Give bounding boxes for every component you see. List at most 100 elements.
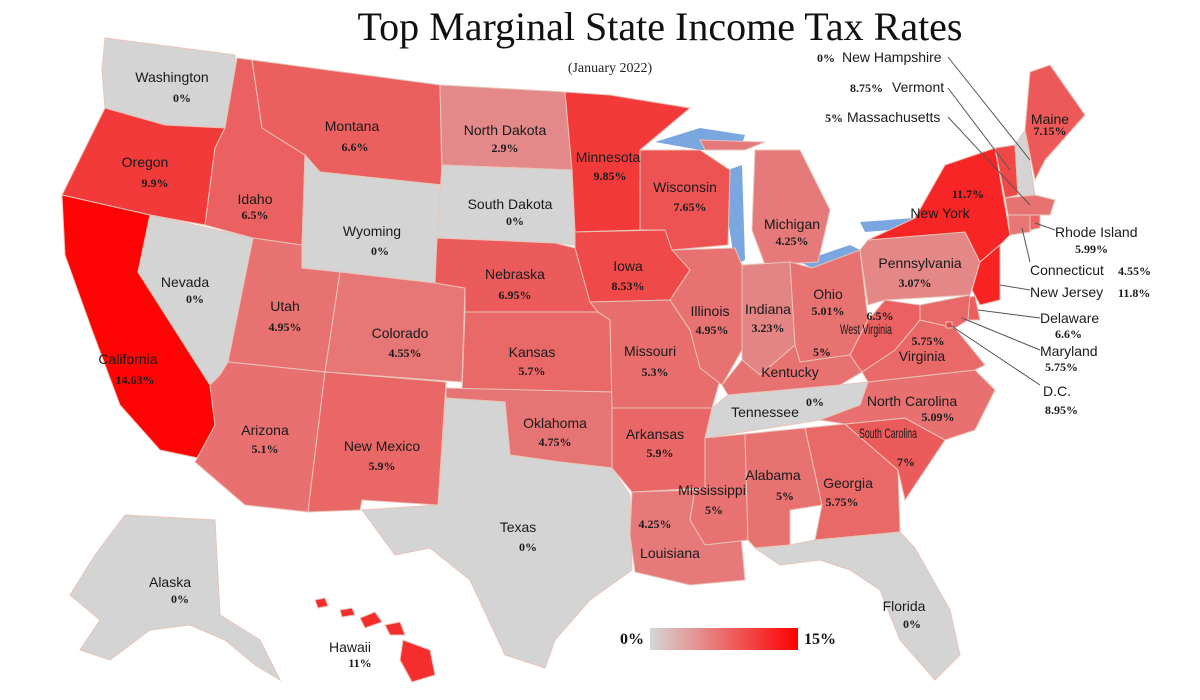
state-alaska[interactable]: [69, 514, 282, 682]
lake-michigan: [728, 165, 745, 265]
label-connecticut-rate: 4.55%: [1118, 264, 1151, 278]
label-colorado-rate: 4.55%: [389, 346, 422, 360]
label-massachusetts-name: Massachusetts: [847, 109, 940, 125]
label-montana-rate: 6.6%: [342, 140, 369, 154]
label-south-carolina-name-line1: South Carolina: [859, 425, 917, 441]
map-title: Top Marginal State Income Tax Rates: [358, 4, 963, 49]
state-maine[interactable]: [1024, 64, 1086, 182]
label-michigan-name: Michigan: [764, 216, 820, 232]
state-colorado[interactable]: [324, 271, 466, 383]
label-california-rate: 14.63%: [116, 373, 155, 387]
label-nevada-rate: 0%: [186, 292, 204, 306]
state-dc[interactable]: [945, 321, 953, 329]
label-wyoming-name: Wyoming: [343, 223, 401, 239]
label-iowa-rate: 8.53%: [612, 279, 645, 293]
color-legend: 0% 15%: [620, 628, 836, 650]
label-montana-name: Montana: [325, 118, 380, 134]
leader-vermont: [947, 87, 1011, 171]
leader-maryland: [961, 317, 1041, 351]
label-delaware-rate: 6.6%: [1055, 327, 1082, 341]
leader-new-jersey: [999, 284, 1031, 291]
label-dc-rate: 8.95%: [1045, 403, 1078, 417]
state-new-jersey[interactable]: [971, 243, 1001, 306]
label-florida-name: Florida: [883, 598, 926, 614]
label-louisiana-name: Louisiana: [640, 545, 700, 561]
label-utah-rate: 4.95%: [269, 320, 302, 334]
label-maine-name: Maine: [1031, 111, 1069, 127]
label-tennessee-name: Tennessee: [731, 404, 799, 420]
state-new-mexico[interactable]: [307, 371, 447, 513]
label-utah-name: Utah: [270, 298, 300, 314]
state-florida[interactable]: [753, 531, 961, 681]
label-connecticut-name: Connecticut: [1030, 262, 1104, 278]
label-new-mexico-name: New Mexico: [344, 438, 420, 454]
label-ohio-rate: 5.01%: [812, 304, 845, 318]
label-kansas-rate: 5.7%: [519, 364, 546, 378]
label-minnesota-name: Minnesota: [576, 149, 641, 165]
state-michigan[interactable]: [699, 139, 831, 266]
legend-min-label: 0%: [620, 631, 644, 648]
state-texas[interactable]: [361, 397, 633, 669]
state-south-dakota[interactable]: [436, 164, 576, 246]
state-hawaii[interactable]: [314, 597, 436, 683]
label-dc-name: D.C.: [1043, 383, 1071, 399]
label-idaho-rate: 6.5%: [242, 208, 269, 222]
label-north-carolina-rate: 5.09%: [922, 410, 955, 424]
label-new-jersey-rate: 11.8%: [1118, 286, 1150, 300]
label-alaska-name: Alaska: [149, 574, 191, 590]
label-wisconsin-name: Wisconsin: [653, 179, 717, 195]
state-wisconsin[interactable]: [639, 149, 731, 251]
label-oregon-rate: 9.9%: [142, 176, 169, 190]
label-missouri-name: Missouri: [624, 343, 676, 359]
label-tennessee-rate: 0%: [806, 395, 824, 409]
label-alaska-rate: 0%: [171, 592, 189, 606]
label-alabama-name: Alabama: [745, 467, 800, 483]
label-texas-rate: 0%: [519, 540, 537, 554]
label-washington-rate: 0%: [173, 91, 191, 105]
label-massachusetts-rate: 5%: [825, 111, 843, 125]
label-mississippi-rate: 5%: [705, 503, 723, 517]
label-michigan-rate: 4.25%: [776, 234, 809, 248]
label-nebraska-name: Nebraska: [485, 266, 545, 282]
label-arizona-name: Arizona: [241, 422, 289, 438]
label-new-york-name: New York: [910, 205, 970, 221]
state-connecticut[interactable]: [1007, 214, 1031, 236]
label-new-hampshire-name: New Hampshire: [842, 49, 942, 65]
label-oklahoma-rate: 4.75%: [539, 435, 572, 449]
label-florida-rate: 0%: [903, 617, 921, 631]
leader-massachusetts: [947, 116, 1031, 206]
leader-dc: [949, 324, 1041, 386]
leader-connecticut: [1021, 227, 1031, 263]
label-minnesota-rate: 9.85%: [594, 169, 627, 183]
state-illinois[interactable]: [669, 247, 743, 386]
label-illinois-rate: 4.95%: [696, 323, 729, 337]
label-georgia-name: Georgia: [823, 475, 873, 491]
label-south-dakota-name: South Dakota: [468, 196, 553, 212]
label-hawaii-rate: 11%: [348, 656, 371, 670]
label-new-hampshire-rate: 0%: [817, 51, 835, 65]
label-kansas-name: Kansas: [509, 344, 556, 360]
legend-gradient-bar: [650, 628, 798, 650]
label-new-mexico-rate: 5.9%: [369, 459, 396, 473]
label-vermont-name: Vermont: [892, 79, 944, 95]
label-west-virginia-rate: 6.5%: [867, 309, 894, 323]
label-maryland-rate: 5.75%: [1045, 360, 1078, 374]
label-illinois-name: Illinois: [691, 303, 730, 319]
label-oklahoma-name: Oklahoma: [523, 415, 587, 431]
label-alabama-rate: 5%: [776, 489, 794, 503]
label-ohio-name: Ohio: [813, 286, 843, 302]
label-idaho-name: Idaho: [237, 191, 272, 207]
leader-new-hampshire: [947, 56, 1031, 161]
label-new-jersey-name: New Jersey: [1030, 284, 1103, 300]
label-texas-name: Texas: [500, 519, 537, 535]
state-north-carolina[interactable]: [818, 369, 996, 441]
state-rhode-island[interactable]: [1029, 214, 1041, 231]
state-maryland[interactable]: [919, 294, 971, 329]
state-arkansas[interactable]: [611, 407, 713, 493]
label-georgia-rate: 5.75%: [826, 495, 859, 509]
label-vermont-rate: 8.75%: [850, 81, 883, 95]
map-subtitle: (January 2022): [568, 61, 653, 76]
label-arkansas-name: Arkansas: [626, 426, 684, 442]
label-washington-name: Washington: [135, 69, 208, 85]
